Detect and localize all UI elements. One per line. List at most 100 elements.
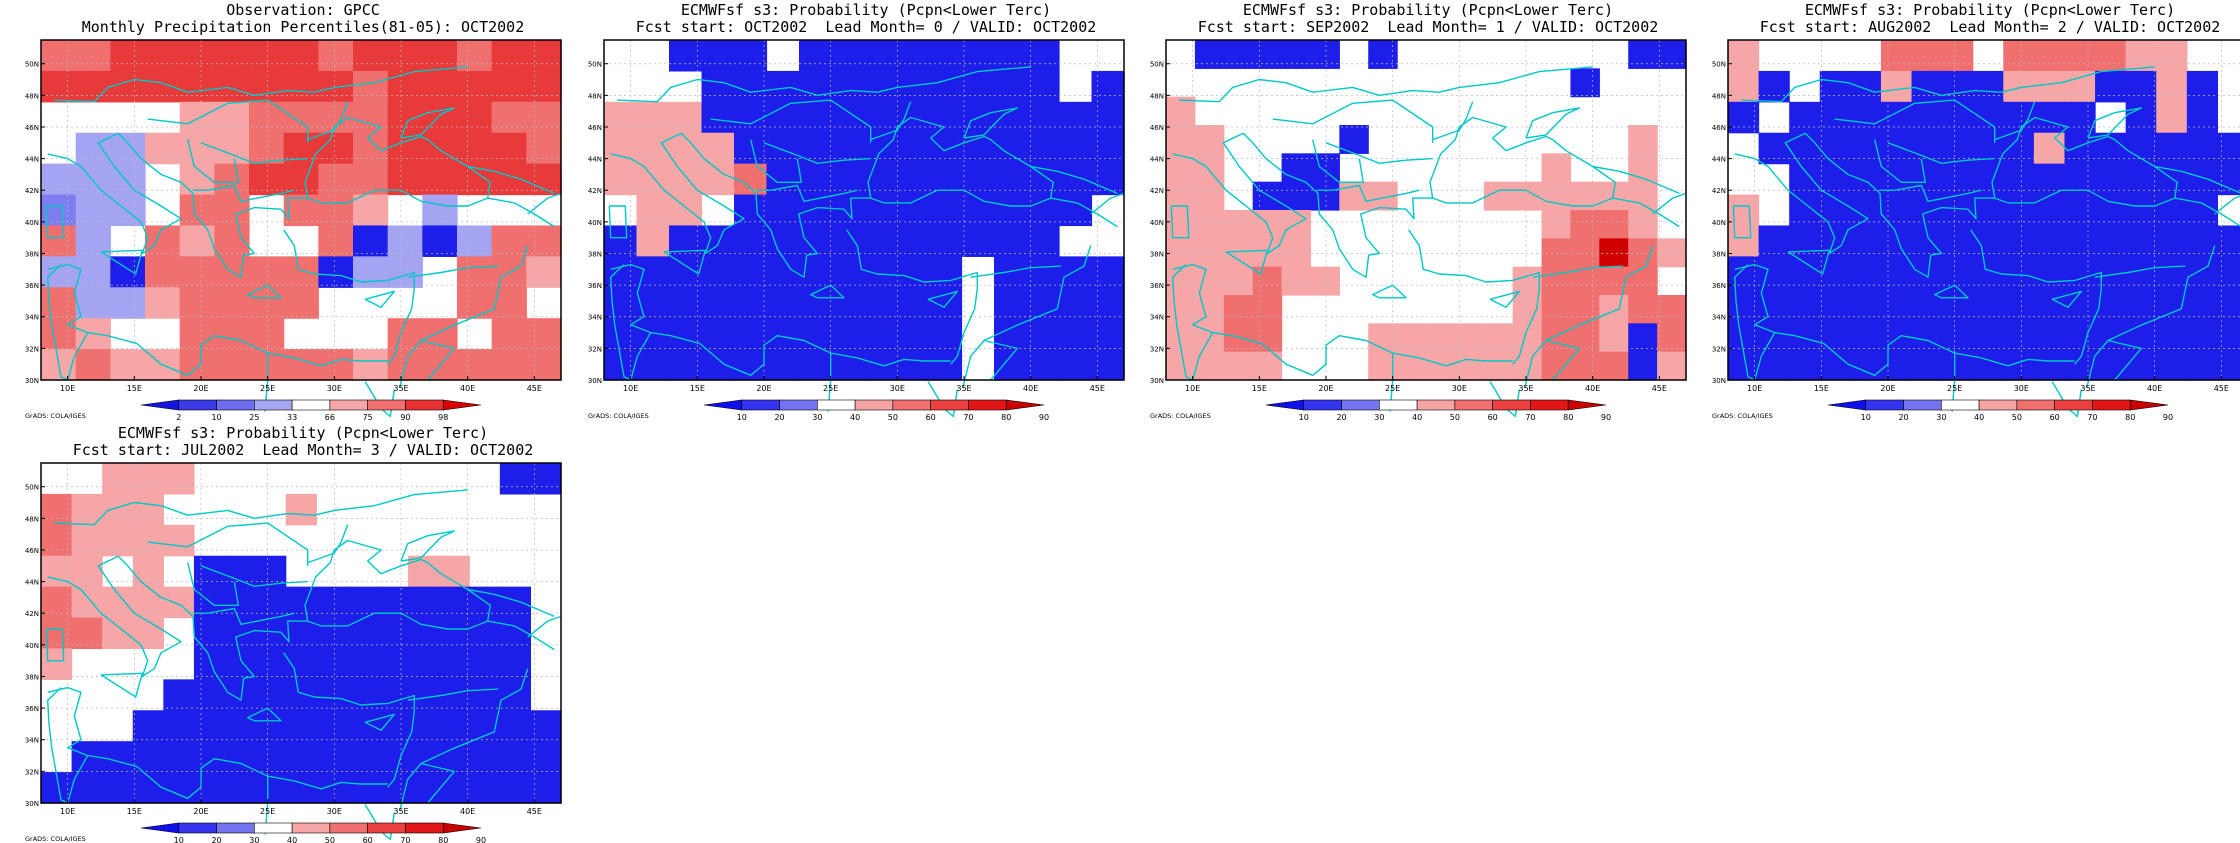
map-frame: [40, 39, 562, 381]
colorbar-swatch: [442, 399, 482, 411]
coastline: [1545, 245, 1654, 342]
grid-cell: [669, 287, 703, 319]
grid-cell: [1512, 323, 1543, 353]
x-tick-label: 20E: [1880, 384, 1895, 393]
grid-cell: [994, 225, 1028, 257]
colorbar-label: 10: [1299, 413, 1309, 420]
panel-title-line-2: Fcst start: JUL2002 Lead Month= 3 / VALI…: [72, 441, 534, 459]
colorbar-swatch: [1303, 399, 1342, 411]
grid-cell: [102, 493, 134, 526]
grid-cell: [929, 349, 963, 381]
coastline: [2051, 381, 2082, 418]
grid-cell: [1059, 287, 1093, 319]
grid-cell: [491, 40, 527, 72]
coastline: [1524, 339, 1580, 389]
grid-cell: [799, 101, 833, 134]
grid-cell: [1819, 349, 1851, 381]
grid-cell: [2095, 256, 2127, 288]
map-frame: [40, 462, 562, 804]
y-tick-label: 38N: [25, 250, 39, 258]
grid-cell: [1972, 318, 2004, 350]
coastline: [663, 249, 707, 275]
graticule: [1166, 40, 1686, 380]
colorbar-swatch: [216, 399, 255, 411]
grid-cell: [132, 524, 164, 557]
y-tick-label: 34N: [1150, 314, 1164, 322]
grid-cell: [422, 70, 458, 103]
grid-cell: [1454, 351, 1485, 381]
y-tick-label: 50N: [25, 61, 39, 69]
grid-cell: [457, 225, 493, 257]
grid-cell: [526, 101, 562, 134]
coastline: [467, 588, 555, 618]
grid-cell: [766, 225, 800, 257]
grid-cell: [1942, 70, 1974, 103]
colorbar-label: 10: [1861, 413, 1871, 420]
grid-cell: [1657, 40, 1687, 69]
grid-cell: [1657, 295, 1687, 324]
grid-cell: [499, 463, 532, 495]
grid-cell: [1972, 101, 2004, 134]
grid-cell: [179, 194, 215, 227]
colorbar: 10 20 30 40 50 60 70 80 90: [140, 822, 486, 843]
grid-cell: [145, 70, 181, 103]
grid-cell: [1728, 287, 1760, 319]
grid-cell: [1091, 287, 1125, 319]
grid-cell: [1541, 323, 1572, 353]
grid-cell: [1628, 125, 1658, 154]
grid-cell: [2125, 163, 2157, 196]
grid-cell: [1194, 295, 1225, 324]
grid-cell: [2217, 163, 2240, 196]
colorbar-swatch: [329, 399, 368, 411]
grid-cell: [224, 555, 256, 588]
grid-cell: [994, 194, 1028, 227]
colorbar-swatch: [367, 822, 406, 834]
grid-cell: [1819, 225, 1851, 257]
grid-cell: [701, 132, 735, 165]
coastline: [1732, 205, 1752, 239]
coastline: [1192, 332, 1214, 381]
grid-cell: [1972, 349, 2004, 381]
grid-cell: [864, 225, 898, 257]
grid-cell: [1911, 287, 1943, 319]
coastline: [200, 142, 308, 165]
grid-cell: [75, 70, 111, 103]
x-tick-label: 30E: [327, 807, 342, 816]
colorbar-swatch: [779, 399, 818, 411]
grid-cell: [1819, 132, 1851, 165]
coastline: [100, 249, 144, 275]
colorbar-swatch: [1492, 399, 1531, 411]
grid-cell: [408, 617, 440, 650]
coastline: [1172, 132, 1307, 255]
y-tick-label: 42N: [25, 187, 39, 195]
grid-cell: [2186, 101, 2219, 134]
x-tick-label: 40E: [2147, 384, 2162, 393]
grid-cell: [1026, 287, 1060, 319]
colorbar-swatch: [140, 399, 180, 411]
grid-cell: [1728, 225, 1760, 257]
grid-cell: [1091, 70, 1125, 103]
grid-cell: [1194, 210, 1225, 239]
coastlines: [1732, 66, 2240, 418]
grid-cell: [132, 493, 164, 526]
panel-title: ECMWFsf s3: Probability (Pcpn<Lower Terc…: [1710, 2, 2240, 36]
grid-cell: [896, 349, 930, 381]
grid-cell: [1819, 70, 1851, 103]
coastline: [117, 555, 322, 701]
grid-cell: [469, 648, 501, 680]
grid-cell: [1657, 238, 1687, 268]
coastline: [47, 263, 388, 376]
grid-cell: [499, 772, 532, 804]
grid-cell: [1972, 225, 2004, 257]
grid-cell: [2064, 70, 2096, 103]
grid-cell: [1026, 101, 1060, 134]
grid-cell: [831, 225, 865, 257]
grid-cell: [1059, 349, 1093, 381]
coastline: [45, 205, 65, 239]
grid-cell: [1628, 323, 1658, 353]
grid-cell: [285, 741, 317, 773]
x-tick-label: 25E: [1947, 384, 1962, 393]
coastline: [610, 263, 951, 376]
grid-cell: [2156, 225, 2188, 257]
coastline: [983, 245, 1092, 342]
